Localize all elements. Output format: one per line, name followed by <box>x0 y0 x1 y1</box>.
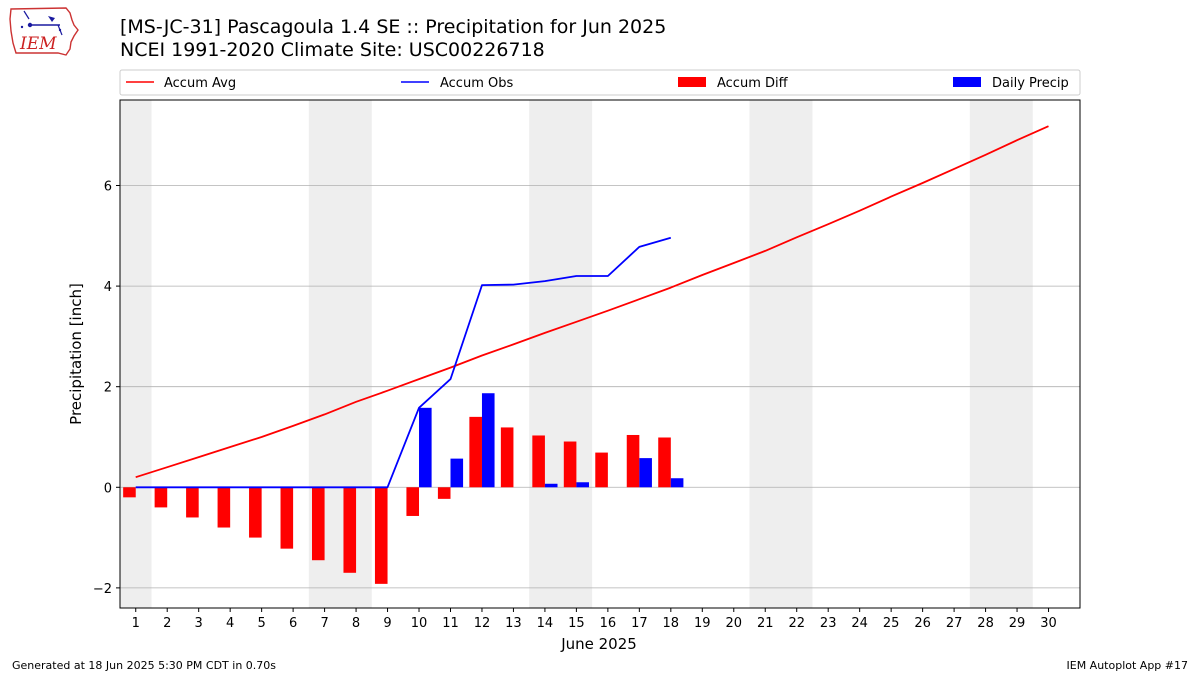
x-tick-label: 5 <box>257 616 265 631</box>
legend-item-accum-obs: Accum Obs <box>401 76 513 91</box>
bar-accum-diff <box>595 452 608 488</box>
bar-accum-diff <box>406 487 420 516</box>
x-axis-ticks: 1 2 3 4 5 6 7 8 9 10 11 12 13 14 15 16 17 18 19 20 21 22 23 24 2… <box>132 608 1057 631</box>
bar-daily-precip <box>481 393 495 488</box>
x-tick-label: 18 <box>663 616 680 631</box>
x-tick-label: 3 <box>195 616 203 631</box>
footer-generated: Generated at 18 Jun 2025 5:30 PM CDT in … <box>12 659 277 672</box>
x-tick-label: 15 <box>568 616 585 631</box>
legend-label-accum-diff: Accum Diff <box>717 76 789 91</box>
x-tick-label: 2 <box>163 616 171 631</box>
x-tick-label: 11 <box>442 616 459 631</box>
legend-swatch-accum-diff <box>678 77 706 87</box>
weekend-shade <box>749 100 813 608</box>
bar-daily-precip <box>544 483 558 488</box>
line-accum-obs <box>135 236 672 489</box>
x-tick-label: 29 <box>1009 616 1026 631</box>
legend: Accum Avg Accum Obs Accum Diff Daily Pre… <box>119 69 1081 96</box>
iem-logo: IEM <box>8 5 80 59</box>
x-tick-label: 23 <box>820 616 837 631</box>
bar-daily-precip <box>639 458 652 488</box>
bar-accum-diff <box>249 487 262 538</box>
x-tick-label: 4 <box>226 616 234 631</box>
bar-accum-diff <box>626 434 640 488</box>
bar-accum-diff <box>186 487 199 518</box>
legend-box <box>119 69 1081 96</box>
y-axis-label: Precipitation [inch] <box>67 283 85 425</box>
x-tick-label: 26 <box>914 616 931 631</box>
bar-accum-diff <box>280 487 294 549</box>
bar-accum-diff <box>563 441 577 488</box>
x-tick-label: 27 <box>946 616 963 631</box>
bar-accum-diff <box>217 487 231 528</box>
legend-item-accum-avg: Accum Avg <box>126 76 236 91</box>
legend-item-accum-diff: Accum Diff <box>678 76 789 91</box>
x-tick-label: 24 <box>851 616 868 631</box>
line-accum-avg <box>135 125 1049 479</box>
bar-daily-precip <box>419 407 432 488</box>
y-tick-label: 4 <box>104 280 112 295</box>
legend-swatch-daily-precip <box>953 77 981 87</box>
weekend-shade <box>529 100 593 608</box>
x-tick-label: 1 <box>132 616 140 631</box>
grid-lines <box>120 185 1080 589</box>
y-tick-label: −2 <box>93 582 112 597</box>
iem-iowa-weather-logo-icon: IEM <box>9 7 79 56</box>
x-tick-label: 21 <box>757 616 774 631</box>
bar-accum-diff <box>123 487 136 498</box>
x-tick-label: 12 <box>474 616 491 631</box>
bar-accum-diff <box>500 427 514 488</box>
y-tick-label: 2 <box>104 381 112 396</box>
x-tick-label: 22 <box>788 616 805 631</box>
plot-frame <box>119 99 1081 609</box>
legend-label-daily-precip: Daily Precip <box>992 76 1069 91</box>
y-tick-label: 6 <box>104 180 112 195</box>
bar-accum-diff <box>312 487 325 561</box>
lines <box>135 125 1049 489</box>
x-tick-label: 6 <box>289 616 297 631</box>
x-tick-label: 9 <box>383 616 391 631</box>
footer-app-id: IEM Autoplot App #17 <box>1066 659 1189 672</box>
weekend-shading <box>120 100 1033 608</box>
x-tick-label: 13 <box>505 616 522 631</box>
x-tick-label: 17 <box>631 616 648 631</box>
x-tick-label: 7 <box>320 616 328 631</box>
x-tick-label: 20 <box>725 616 742 631</box>
x-tick-label: 19 <box>694 616 711 631</box>
bar-accum-diff <box>532 435 545 488</box>
bar-daily-precip <box>450 458 464 488</box>
bar-accum-diff <box>374 487 388 584</box>
x-tick-label: 8 <box>352 616 360 631</box>
bar-accum-diff <box>343 487 357 573</box>
chart-title: [MS-JC-31] Pascagoula 1.4 SE :: Precipit… <box>120 16 667 38</box>
legend-item-daily-precip: Daily Precip <box>953 76 1069 91</box>
y-tick-label: 0 <box>104 481 112 496</box>
weekend-shade <box>969 100 1033 608</box>
x-tick-label: 16 <box>600 616 617 631</box>
legend-label-accum-obs: Accum Obs <box>440 76 513 91</box>
x-tick-label: 10 <box>411 616 428 631</box>
x-tick-label: 30 <box>1040 616 1057 631</box>
bar-daily-precip <box>670 478 684 488</box>
y-axis-ticks: −2 0 2 4 6 <box>93 180 120 597</box>
x-tick-label: 14 <box>537 616 554 631</box>
bar-accum-diff <box>658 437 671 488</box>
chart-subtitle: NCEI 1991-2020 Climate Site: USC00226718 <box>120 39 545 61</box>
x-tick-label: 25 <box>883 616 900 631</box>
logo-text: IEM <box>19 34 57 54</box>
weekend-shade <box>120 100 152 608</box>
bars <box>123 393 684 584</box>
x-axis-label: June 2025 <box>560 635 637 653</box>
bar-accum-diff <box>469 416 482 488</box>
x-tick-label: 28 <box>977 616 994 631</box>
bar-daily-precip <box>576 482 589 488</box>
bar-accum-diff <box>154 487 168 508</box>
legend-label-accum-avg: Accum Avg <box>164 76 236 91</box>
bar-accum-diff <box>437 487 451 499</box>
